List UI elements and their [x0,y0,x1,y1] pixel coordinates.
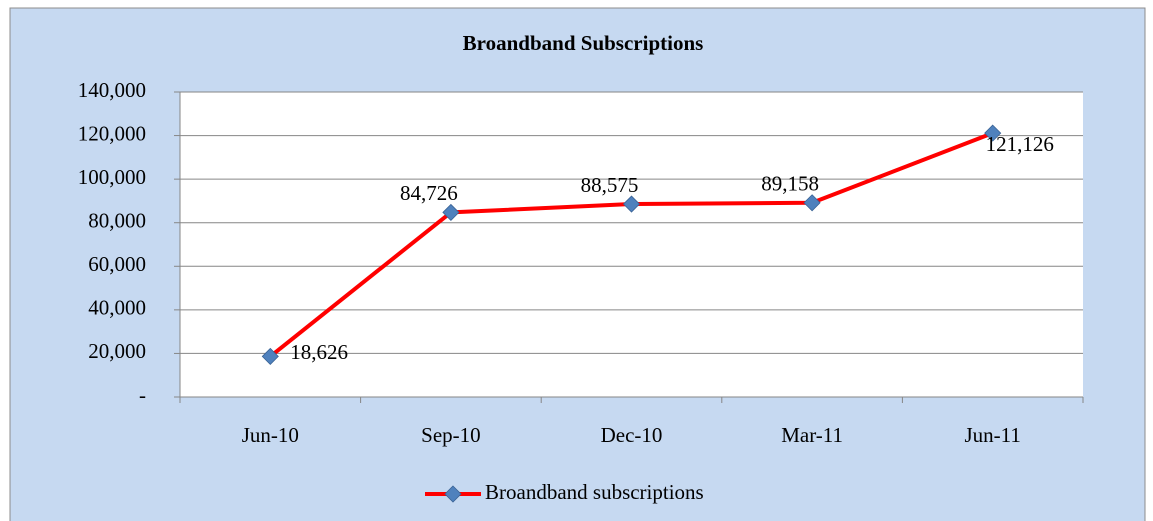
y-tick-label: - [139,383,146,407]
legend-marker [444,485,462,503]
y-tick-label: 60,000 [88,252,146,276]
marker [984,124,1002,142]
y-tick-label: 140,000 [78,78,146,102]
x-tick-label: Mar-11 [781,423,843,447]
data-label: 84,726 [400,181,458,205]
y-tick-label: 40,000 [88,296,146,320]
plot-area [180,92,1083,397]
chart-title: Broandband Subscriptions [463,31,704,55]
y-tick-label: 120,000 [78,121,146,145]
x-tick-label: Jun-10 [242,423,299,447]
x-tick-label: Sep-10 [421,423,481,447]
marker [622,195,641,213]
data-label: 89,158 [761,172,819,196]
data-label: 18,626 [290,340,348,364]
legend-label: Broandband subscriptions [485,480,704,504]
marker [261,347,279,365]
x-tick-label: Dec-10 [601,423,663,447]
y-tick-label: 100,000 [78,165,146,189]
marker [803,194,821,212]
y-tick-label: 20,000 [88,339,146,363]
y-tick-label: 80,000 [88,209,146,233]
data-label: 88,575 [581,173,639,197]
marker [442,203,460,221]
x-tick-label: Jun-11 [965,423,1021,447]
data-label: 121,126 [986,132,1054,156]
